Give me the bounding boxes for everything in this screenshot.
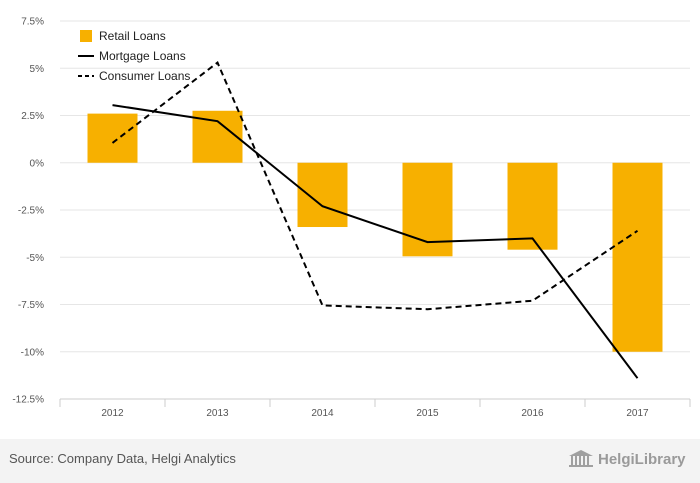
legend-label: Consumer Loans (99, 69, 190, 83)
bars (87, 110, 663, 352)
grid-lines (60, 20, 690, 353)
y-tick-label: -10% (21, 347, 44, 358)
legend-item[interactable]: Mortgage Loans (78, 49, 186, 63)
y-tick-label: 2.5% (21, 111, 44, 122)
x-tick-label: 2016 (521, 408, 544, 419)
y-axis-labels: 7.5% 5% 2.5% 0% -2.5% -5% -7.5% -10% -12.5% (12, 17, 44, 406)
bar-retail-loans (87, 113, 138, 163)
line-consumer-loans (111, 61, 639, 311)
y-tick-label: -5% (26, 253, 44, 264)
lines (111, 61, 639, 379)
x-tick-label: 2015 (416, 408, 439, 419)
bar-retail-loans (507, 162, 558, 250)
line-mortgage-loans (112, 104, 639, 379)
y-tick-label: 5% (30, 64, 45, 75)
library-building-icon (569, 450, 593, 467)
helgi-library-logo: HelgiLibrary (568, 449, 686, 469)
x-tick-label: 2012 (101, 408, 124, 419)
legend[interactable]: Retail Loans Mortgage Loans Consumer Loans (78, 29, 190, 83)
source-text: Source: Company Data, Helgi Analytics (9, 451, 236, 466)
x-tick-label: 2013 (206, 408, 229, 419)
x-tick-label: 2014 (311, 408, 334, 419)
y-tick-label: 7.5% (21, 17, 44, 28)
legend-item[interactable]: Retail Loans (80, 29, 166, 43)
legend-item[interactable]: Consumer Loans (78, 69, 190, 83)
logo-text: HelgiLibrary (598, 450, 686, 468)
y-tick-label: -12.5% (12, 395, 44, 406)
legend-label: Retail Loans (99, 29, 166, 43)
chart: 7.5% 5% 2.5% 0% -2.5% -5% -7.5% -10% -12.5% 2012… (12, 17, 691, 419)
bar-retail-loans (612, 162, 663, 352)
y-tick-label: -7.5% (18, 300, 44, 311)
x-axis: 2012 2013 2014 2015 2016 2017 (59, 398, 691, 419)
legend-label: Mortgage Loans (99, 49, 186, 63)
legend-swatch (80, 30, 92, 42)
y-tick-label: -2.5% (18, 206, 44, 217)
y-tick-label: 0% (30, 158, 45, 169)
bar-retail-loans (297, 162, 348, 228)
x-tick-label: 2017 (626, 408, 649, 419)
